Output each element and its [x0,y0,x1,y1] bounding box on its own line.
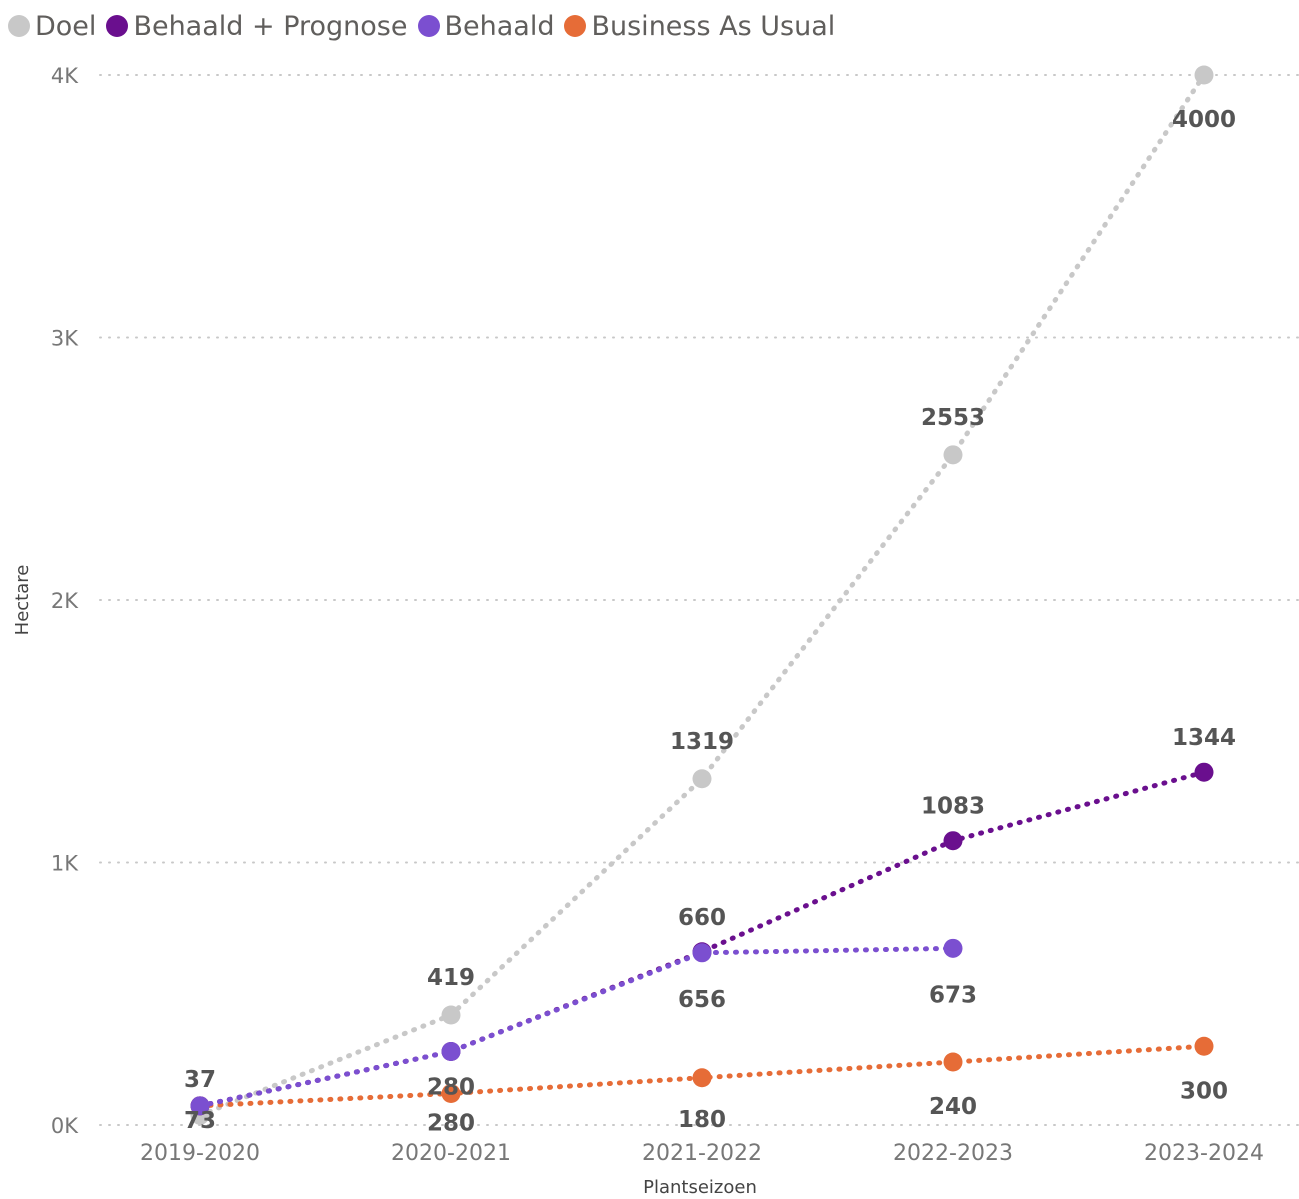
data-point [1194,1036,1214,1056]
series-line [197,945,956,1109]
data-point [692,943,712,963]
y-tick-label: 1K [51,852,79,876]
y-axis-title: Hectare [12,565,33,636]
legend-marker [8,15,30,37]
data-label: 673 [929,982,977,1008]
x-tick-label: 2023-2024 [1144,1141,1264,1166]
legend-item[interactable]: Business As Usual [564,11,835,42]
data-labels: 37 419 1319 2553 4000 73 280 660 1083 1344 656 673 2… [184,107,1236,1137]
legend-label: Behaald + Prognose [133,10,408,42]
x-tick-label: 2020-2021 [391,1141,511,1166]
data-point [1194,762,1214,782]
data-label: 4000 [1172,107,1236,133]
data-point [441,1042,461,1061]
data-label: 180 [678,1107,726,1133]
data-label: 240 [929,1094,977,1120]
data-point [441,1005,461,1025]
series-line [197,72,1207,1118]
x-tick-label: 2021-2022 [642,1141,762,1166]
y-axis: 0K 1K 2K 3K 4K [51,64,79,1138]
data-label: 300 [1180,1078,1228,1104]
legend-marker [417,15,440,37]
data-point [943,1052,963,1072]
data-label: 1319 [670,729,734,755]
data-label: 1083 [921,794,985,820]
legend: Doel Behaald + Prognose Behaald Business As… [8,6,845,46]
series-business-as-usual [190,1036,1214,1116]
data-label: 1344 [1172,725,1236,751]
data-point [943,831,963,851]
y-tick-label: 2K [51,589,79,613]
data-label: 280 [427,1075,475,1101]
y-tick-label: 0K [51,1114,79,1138]
data-label: 73 [184,1108,216,1134]
legend-label: Behaald [444,10,555,42]
x-axis-title: Plantseizoen [643,1177,757,1198]
data-point [943,938,963,958]
series-behaald-prognose [190,762,1214,1116]
legend-item[interactable]: Doel [8,11,96,42]
gridlines [99,74,1299,1126]
data-label: 419 [427,965,475,991]
data-label: 37 [184,1067,216,1093]
data-point [441,1084,461,1103]
y-tick-label: 4K [51,64,79,88]
data-label: 280 [427,1111,475,1137]
y-tick-label: 3K [51,327,79,351]
series-behaald [190,938,963,1116]
data-point [692,769,712,789]
data-label: 660 [678,905,726,931]
x-axis: 2019-2020 2020-2021 2021-2022 2022-2023 2023… [140,1141,1264,1166]
data-point [1194,65,1214,85]
data-point [943,445,963,465]
data-point [190,1096,210,1116]
data-label: 656 [678,987,726,1013]
legend-label: Business As Usual [591,10,836,42]
legend-item[interactable]: Behaald [417,10,555,42]
x-tick-label: 2022-2023 [893,1141,1013,1166]
legend-label: Doel [35,10,97,42]
data-label: 2553 [921,405,985,431]
legend-marker [564,15,587,37]
legend-item[interactable]: Behaald + Prognose [106,10,408,42]
x-tick-label: 2019-2020 [140,1141,260,1166]
legend-marker [106,15,129,37]
series-doel [190,65,1214,1125]
data-point [692,1068,712,1088]
